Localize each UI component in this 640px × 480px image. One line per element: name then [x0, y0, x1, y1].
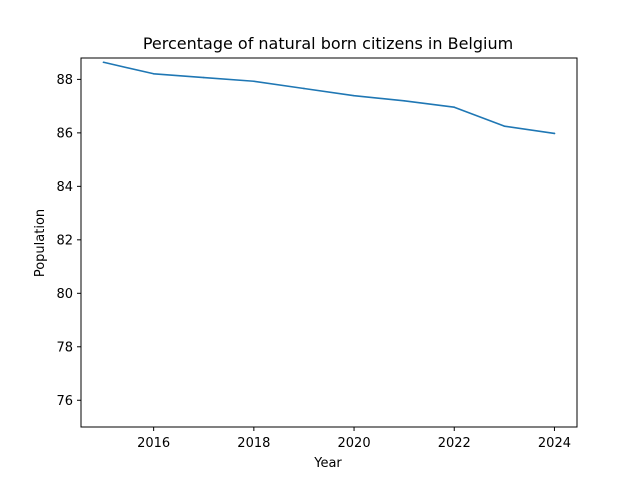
data-point — [152, 72, 155, 75]
data-point — [102, 61, 105, 64]
y-axis-label: Population — [33, 209, 48, 277]
data-point — [253, 80, 255, 83]
y-tick-label: 86 — [56, 126, 73, 141]
y-tick-label: 84 — [56, 180, 73, 195]
chart-title: Percentage of natural born citizens in B… — [143, 34, 513, 53]
data-point — [403, 99, 405, 102]
x-tick-label: 2018 — [237, 436, 270, 451]
y-tick-label: 80 — [56, 287, 73, 302]
data-point — [553, 132, 556, 135]
data-point — [202, 76, 205, 79]
x-tick-label: 2020 — [338, 436, 371, 451]
series-line — [102, 61, 556, 135]
x-tick-label: 2024 — [538, 436, 571, 451]
y-tick-label: 82 — [56, 233, 73, 248]
data-point — [353, 94, 355, 97]
y-tick-label: 78 — [56, 340, 73, 355]
data-point — [303, 87, 305, 90]
x-tick-label: 2022 — [438, 436, 471, 451]
plot-area-frame — [80, 57, 578, 428]
data-point — [503, 125, 506, 127]
y-tick-label: 76 — [56, 394, 73, 409]
x-tick-label: 2016 — [137, 436, 170, 451]
x-axis-label: Year — [313, 456, 342, 471]
y-tick-label: 88 — [56, 73, 73, 88]
data-point — [453, 106, 456, 108]
